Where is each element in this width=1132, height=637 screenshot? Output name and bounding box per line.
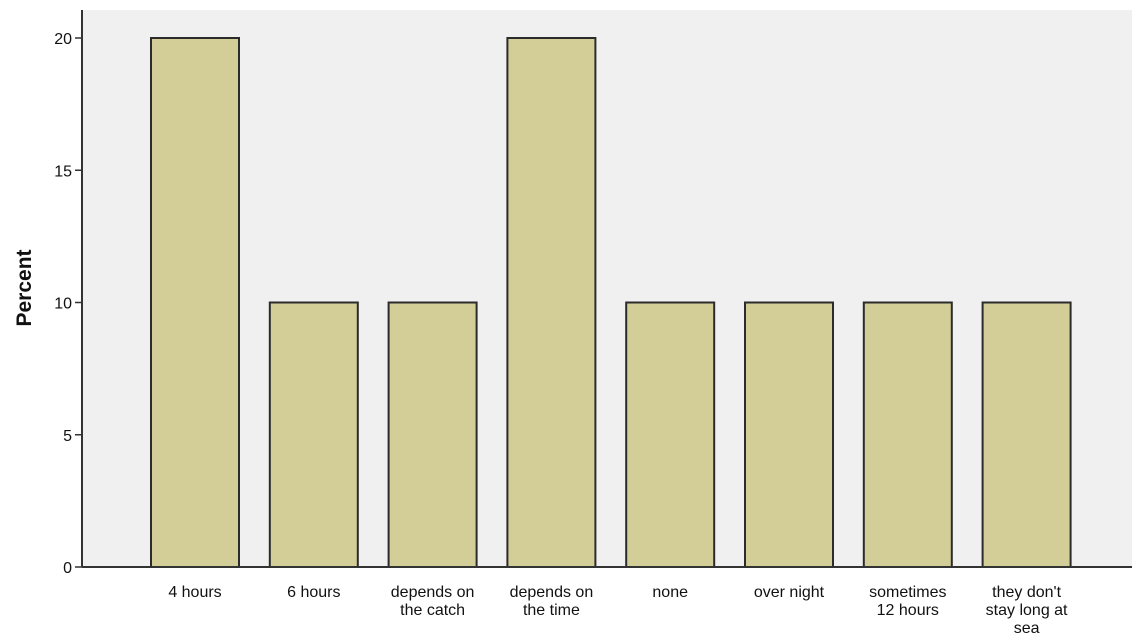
y-tick-label: 20	[54, 31, 72, 48]
x-category-label: none	[652, 584, 688, 601]
x-category-label-line: 12 hours	[877, 602, 939, 619]
x-category-label: depends on the catch	[391, 584, 475, 619]
y-tick-label: 0	[63, 560, 72, 577]
x-category-label-line: 6 hours	[287, 584, 340, 601]
x-category-label: over night	[754, 584, 825, 601]
bar	[387, 301, 478, 568]
bar	[150, 37, 240, 568]
y-tick-label: 5	[63, 428, 72, 445]
bar	[981, 301, 1072, 568]
y-ticks-group: 0 5 10 15 20	[54, 31, 82, 577]
bar	[862, 301, 953, 568]
x-category-label-line: over night	[754, 584, 825, 601]
x-category-label-line: the catch	[400, 602, 465, 619]
bars-group	[150, 37, 1072, 568]
x-category-label: they don't stay long at sea	[986, 584, 1068, 637]
x-category-label-line: stay long at	[986, 602, 1068, 619]
bar	[625, 301, 716, 568]
plot-area	[82, 10, 1132, 567]
x-category-label: 6 hours	[287, 584, 340, 601]
x-category-label-line: sometimes	[869, 584, 946, 601]
bar	[744, 301, 834, 568]
bar	[268, 301, 359, 568]
x-category-label-line: depends on	[391, 584, 475, 601]
x-category-label-line: the time	[523, 602, 580, 619]
x-category-label: depends on the time	[510, 584, 594, 619]
x-category-label-line: 4 hours	[168, 584, 221, 601]
x-category-label: 4 hours	[168, 584, 221, 601]
x-labels-group: 4 hours 6 hours depends on the catchdepends…	[168, 584, 1068, 637]
x-category-label: sometimes 12 hours	[869, 584, 946, 619]
x-category-label-line: sea	[1014, 620, 1040, 637]
x-category-label-line: they don't	[992, 584, 1061, 601]
y-axis-label: Percent	[13, 249, 36, 326]
x-category-label-line: none	[652, 584, 688, 601]
x-category-label-line: depends on	[510, 584, 594, 601]
y-tick-label: 10	[54, 296, 72, 313]
bar	[506, 37, 597, 568]
y-tick-label: 15	[54, 163, 72, 180]
